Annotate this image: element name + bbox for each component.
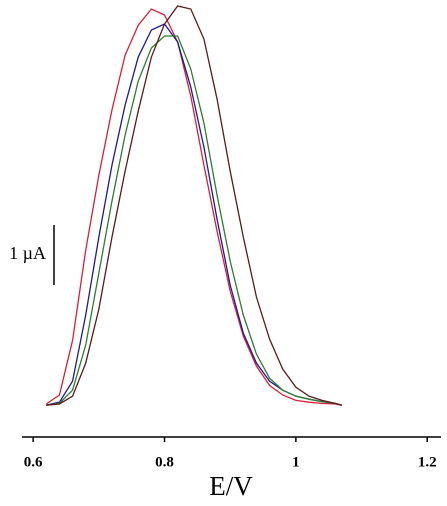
x-tick-label: 0.6 — [24, 454, 43, 470]
scale-bar-label: 1 µA — [9, 243, 46, 263]
x-tick-label: 1.2 — [418, 454, 437, 470]
x-tick-label: 0.8 — [155, 454, 174, 470]
curve — [46, 5, 343, 406]
x-axis-label: E/V — [209, 471, 253, 501]
curve — [46, 35, 343, 406]
curve — [45, 8, 342, 406]
x-tick-label: 1 — [292, 454, 300, 470]
